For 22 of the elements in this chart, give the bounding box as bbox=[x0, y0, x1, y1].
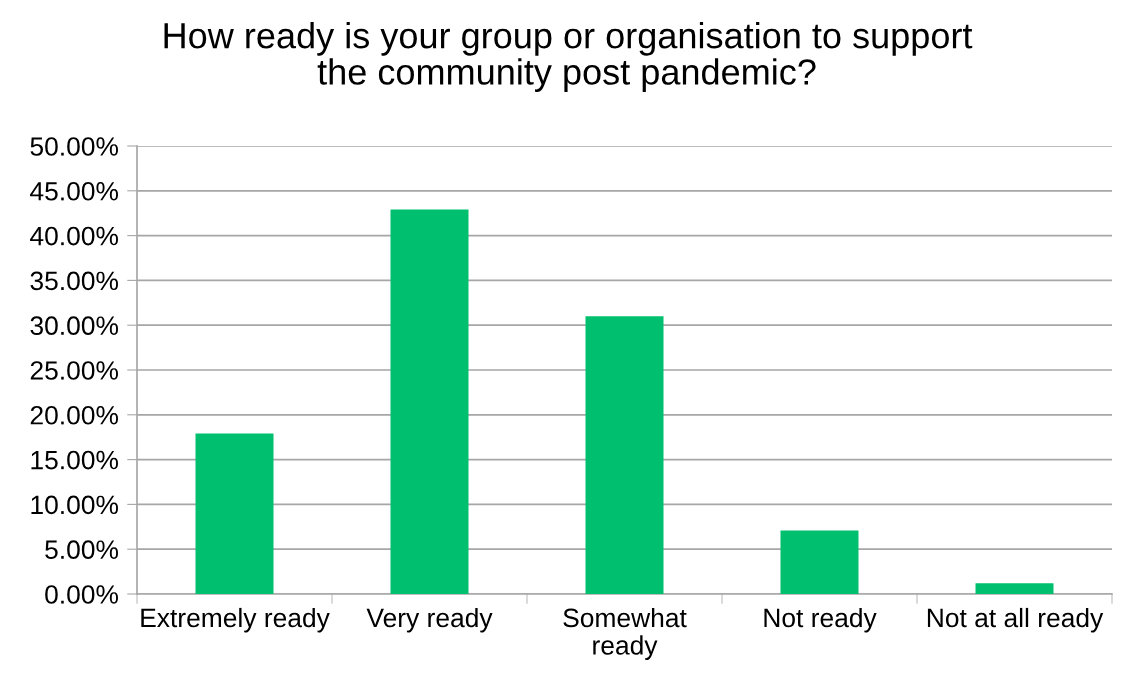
x-tick-label: Very ready bbox=[366, 607, 493, 633]
x-tick-label: Somewhat ready bbox=[563, 607, 687, 660]
x-tick-label: Not ready bbox=[764, 607, 877, 633]
x-tick-label: Extremely ready bbox=[141, 607, 330, 633]
y-tick-label: 35.00% bbox=[30, 271, 119, 291]
bar bbox=[975, 583, 1054, 594]
chart-title: How ready is your group or organisation to support the community post pandemic? bbox=[164, 22, 973, 92]
y-tick-label: 40.00% bbox=[30, 226, 119, 246]
bar bbox=[390, 209, 469, 594]
y-tick-label: 50.00% bbox=[30, 137, 119, 156]
y-tick-label: 5.00% bbox=[45, 540, 119, 560]
bar bbox=[780, 530, 859, 594]
y-tick-label: 30.00% bbox=[30, 316, 119, 336]
x-tick-label: Not at all ready bbox=[927, 607, 1104, 633]
y-tick-label: 0.00% bbox=[45, 585, 119, 604]
y-tick-label: 20.00% bbox=[30, 405, 119, 425]
y-tick-label: 45.00% bbox=[30, 181, 119, 201]
y-tick-label: 25.00% bbox=[30, 361, 119, 380]
bar bbox=[585, 316, 664, 594]
bar bbox=[195, 433, 274, 594]
y-tick-label: 10.00% bbox=[31, 495, 119, 515]
y-tick-label: 15.00% bbox=[31, 450, 119, 470]
